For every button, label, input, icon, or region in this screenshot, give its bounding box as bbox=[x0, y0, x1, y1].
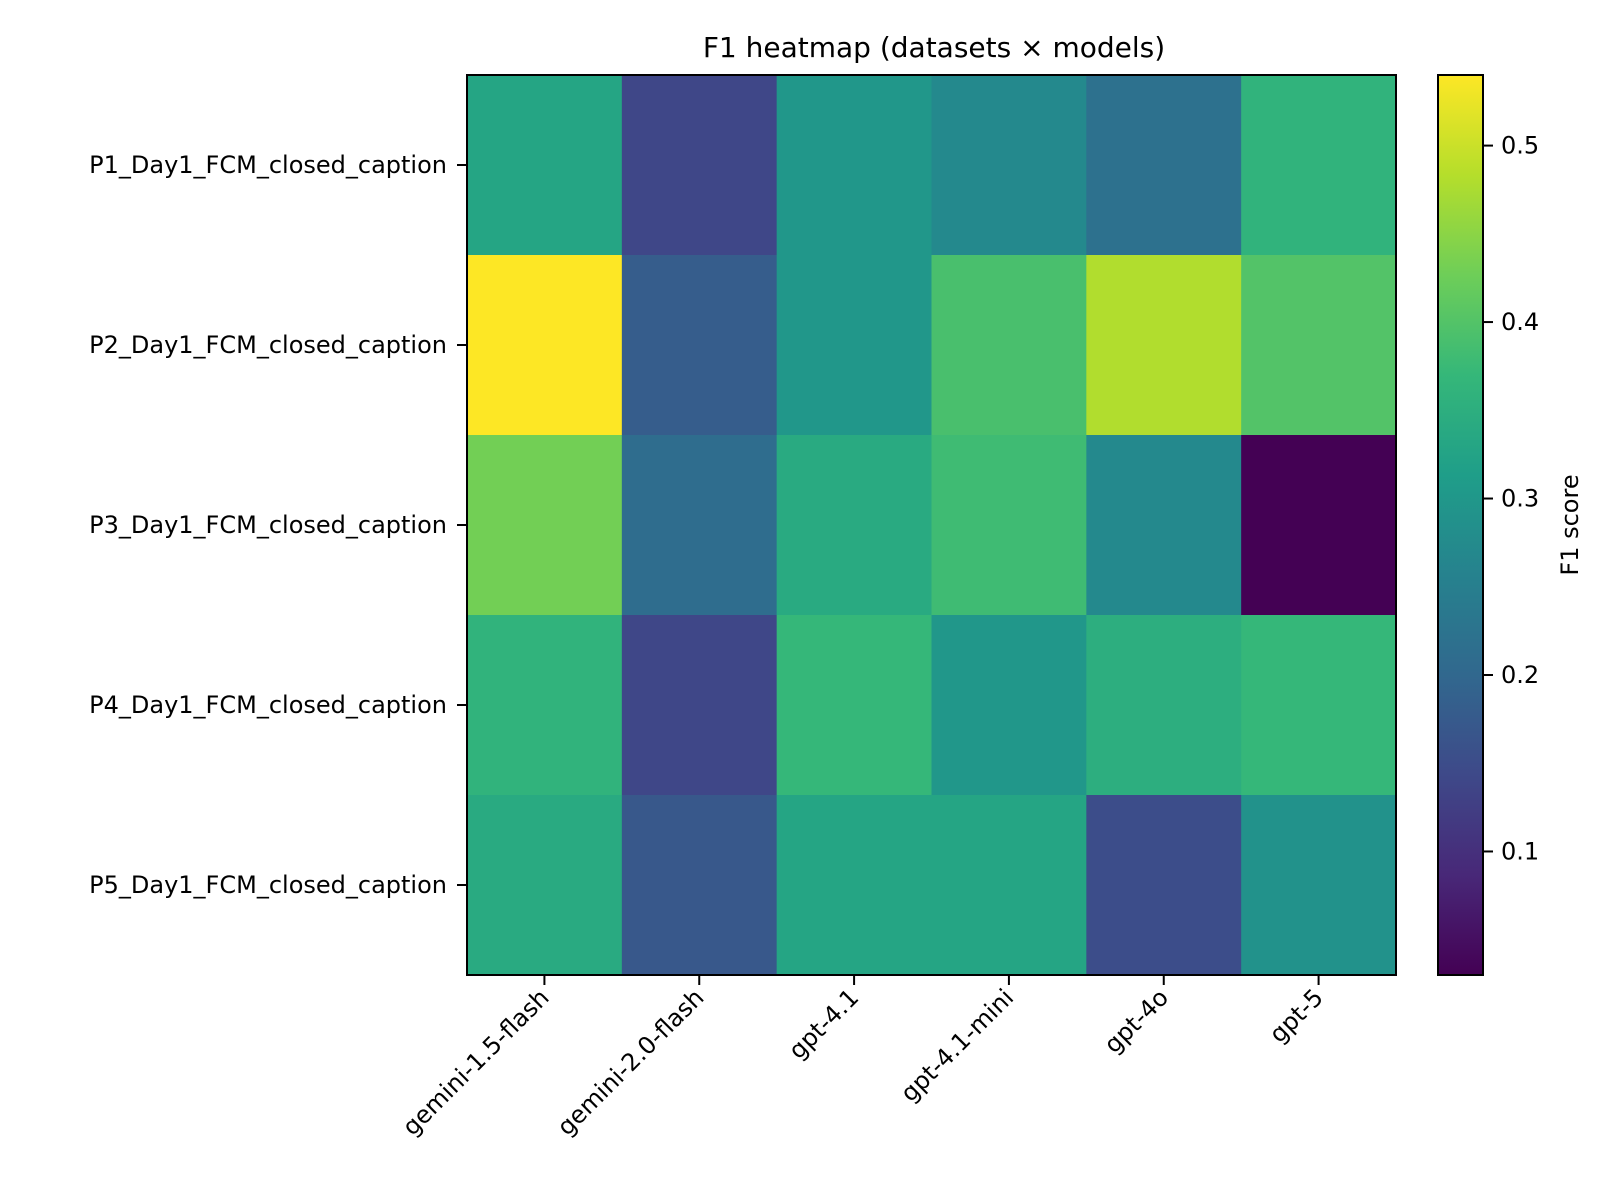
heatmap-cell-r5-c1 bbox=[467, 795, 623, 976]
heatmap-cell-r1-c2 bbox=[621, 75, 778, 256]
heatmap-cell-r5-c5 bbox=[1086, 795, 1242, 976]
y-tick-label: P5_Day1_FCM_closed_caption bbox=[89, 871, 447, 899]
heatmap-cell-r4-c5 bbox=[1086, 615, 1242, 796]
x-tick-label: gemini-2.0-flash bbox=[552, 983, 710, 1141]
colorbar-tick-label: 0.5 bbox=[1501, 132, 1539, 160]
heatmap-cell-r5-c4 bbox=[931, 795, 1087, 976]
heatmap-cell-r2-c6 bbox=[1241, 255, 1397, 436]
heatmap-cell-r1-c1 bbox=[467, 75, 623, 256]
heatmap-cell-r5-c2 bbox=[621, 795, 778, 976]
colorbar-frame bbox=[1437, 74, 1484, 976]
heatmap-cells bbox=[467, 75, 1397, 976]
heatmap-cell-r5-c6 bbox=[1241, 795, 1397, 976]
heatmap-cell-r1-c5 bbox=[1086, 75, 1242, 256]
colorbar-ticks: 0.1 0.2 0.3 0.4 0.5 bbox=[1483, 132, 1539, 865]
colorbar-tick-label: 0.4 bbox=[1501, 308, 1539, 336]
y-tick-label: P3_Day1_FCM_closed_caption bbox=[89, 511, 447, 539]
heatmap-cell-r3-c4 bbox=[931, 435, 1087, 616]
heatmap-cell-r2-c4 bbox=[931, 255, 1087, 436]
colorbar-tick-label: 0.1 bbox=[1501, 837, 1539, 865]
y-tick-label: P4_Day1_FCM_closed_caption bbox=[89, 691, 447, 719]
heatmap-cell-r4-c3 bbox=[776, 615, 932, 796]
heatmap-cell-r1-c4 bbox=[931, 75, 1087, 256]
heatmap-cell-r1-c3 bbox=[776, 75, 932, 256]
colorbar bbox=[1438, 75, 1483, 975]
x-tick-label: gpt-5 bbox=[1264, 983, 1329, 1048]
y-tick-label: P2_Day1_FCM_closed_caption bbox=[89, 331, 447, 359]
y-axis: P1_Day1_FCM_closed_caption P2_Day1_FCM_cl… bbox=[89, 151, 467, 899]
x-tick-label: gpt-4.1-mini bbox=[895, 983, 1019, 1107]
heatmap-cell-r3-c6 bbox=[1241, 435, 1397, 616]
chart-title: F1 heatmap (datasets × models) bbox=[703, 31, 1165, 64]
colorbar-tick-label: 0.2 bbox=[1501, 661, 1539, 689]
heatmap-cell-r3-c1 bbox=[467, 435, 623, 616]
heatmap-cell-r4-c2 bbox=[621, 615, 778, 796]
heatmap-cell-r2-c2 bbox=[621, 255, 778, 436]
heatmap-cell-r4-c4 bbox=[931, 615, 1087, 796]
heatmap-cell-r5-c3 bbox=[776, 795, 932, 976]
x-tick-label: gpt-4.1 bbox=[783, 983, 864, 1064]
heatmap-cell-r4-c1 bbox=[467, 615, 623, 796]
heatmap-cell-r2-c5 bbox=[1086, 255, 1242, 436]
heatmap-cell-r2-c1 bbox=[467, 255, 623, 436]
heatmap-cell-r4-c6 bbox=[1241, 615, 1397, 796]
colorbar-label: F1 score bbox=[1556, 474, 1584, 575]
heatmap-cell-r2-c3 bbox=[776, 255, 932, 436]
heatmap-cell-r3-c5 bbox=[1086, 435, 1242, 616]
colorbar-tick-label: 0.3 bbox=[1501, 485, 1539, 513]
x-tick-label: gpt-4o bbox=[1099, 983, 1174, 1058]
x-tick-label: gemini-1.5-flash bbox=[397, 983, 555, 1141]
heatmap-cell-r1-c6 bbox=[1241, 75, 1397, 256]
heatmap-cell-r3-c2 bbox=[621, 435, 778, 616]
heatmap-cell-r3-c3 bbox=[776, 435, 932, 616]
y-tick-label: P1_Day1_FCM_closed_caption bbox=[89, 151, 447, 179]
